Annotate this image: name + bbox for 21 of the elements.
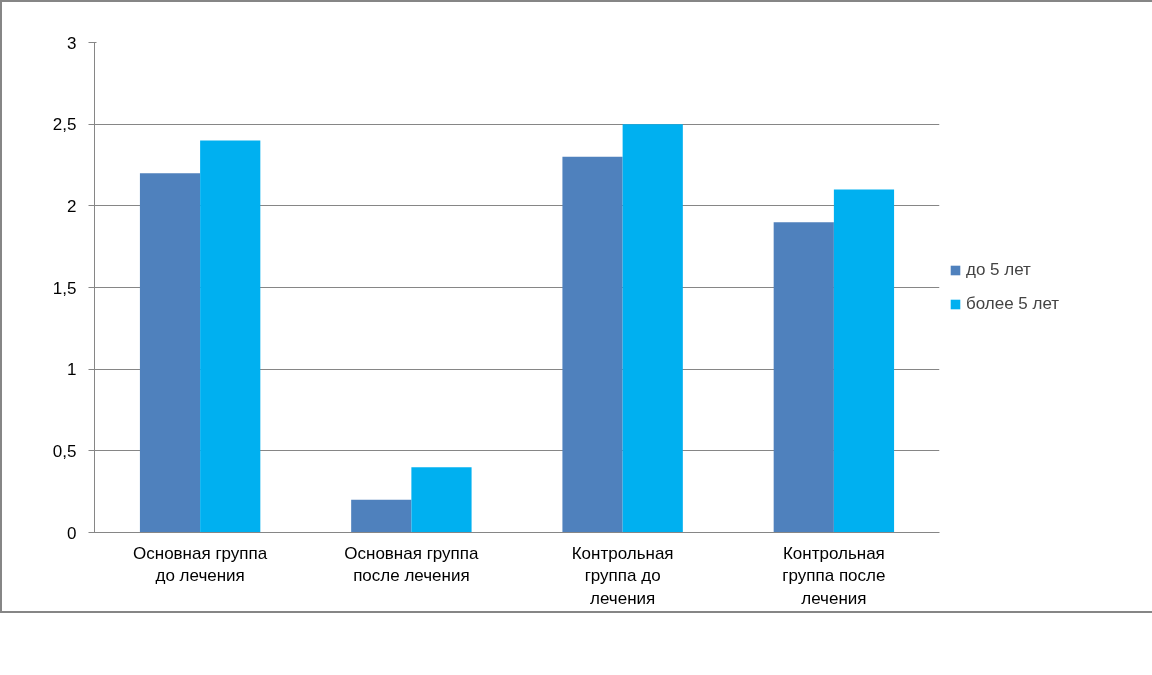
bar [351, 499, 412, 533]
bar [773, 222, 834, 533]
bar [200, 140, 261, 533]
y-tick-label: 3 [67, 33, 77, 53]
y-tick-label: 2 [67, 196, 77, 216]
x-tick-label: Контрольная группа после лечения [782, 543, 886, 609]
x-tick-label: Контрольная группа до лечения [571, 543, 674, 609]
bar [139, 173, 201, 533]
y-tick-label: 1,5 [52, 278, 77, 298]
bar [622, 124, 683, 533]
y-tick-label: 0,5 [52, 441, 77, 461]
x-tick-label: Основная группа после лечения [344, 543, 480, 586]
y-tick-label: 2,5 [52, 115, 77, 135]
bar [833, 189, 895, 533]
x-tick-label: Основная группа до лечения [133, 543, 268, 586]
legend-label: более 5 лет [966, 294, 1060, 314]
bar [562, 156, 623, 533]
y-tick-label: 0 [67, 523, 77, 543]
y-tick-label: 1 [67, 360, 77, 380]
bar [411, 467, 472, 533]
legend-label: до 5 лет [966, 260, 1031, 280]
